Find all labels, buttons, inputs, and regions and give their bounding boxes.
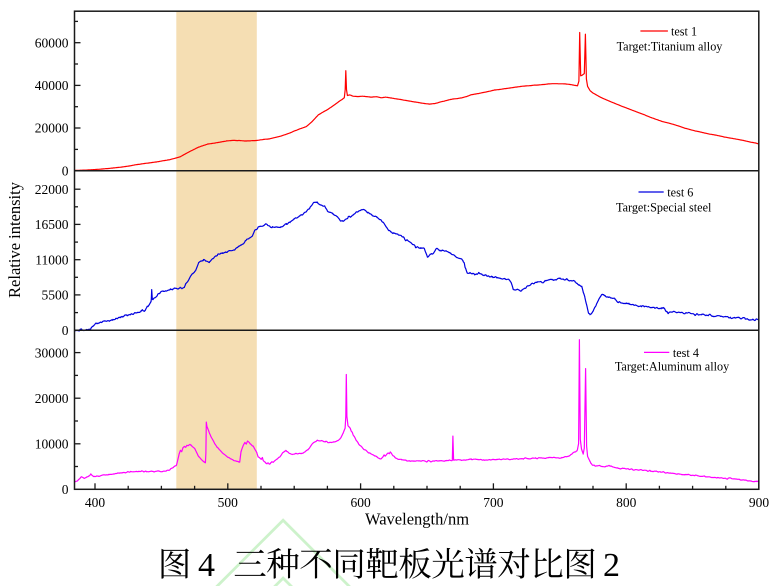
svg-text:500: 500 — [218, 495, 239, 510]
svg-text:400: 400 — [85, 495, 106, 510]
svg-text:0: 0 — [62, 482, 69, 497]
svg-text:10000: 10000 — [35, 436, 69, 451]
svg-text:600: 600 — [350, 495, 371, 510]
svg-text:800: 800 — [616, 495, 637, 510]
svg-text:0: 0 — [62, 163, 69, 178]
svg-text:4: 4 — [198, 547, 215, 584]
svg-text:Target:Titanium alloy: Target:Titanium alloy — [617, 40, 724, 54]
svg-text:20000: 20000 — [35, 121, 69, 136]
svg-text:5500: 5500 — [42, 288, 69, 303]
svg-text:60000: 60000 — [35, 35, 69, 50]
svg-text:Relative intensity: Relative intensity — [5, 181, 24, 298]
svg-text:Target:Aluminum alloy: Target:Aluminum alloy — [615, 360, 730, 374]
svg-text:0: 0 — [62, 323, 69, 338]
svg-text:Target:Special steel: Target:Special steel — [616, 201, 712, 215]
svg-text:700: 700 — [483, 495, 504, 510]
svg-text:22000: 22000 — [35, 182, 69, 197]
svg-text:11000: 11000 — [35, 252, 68, 267]
svg-text:900: 900 — [749, 495, 770, 510]
svg-text:40000: 40000 — [35, 78, 69, 93]
svg-text:Wavelength/nm: Wavelength/nm — [365, 510, 469, 529]
svg-text:30000: 30000 — [35, 345, 69, 360]
svg-text:2: 2 — [603, 547, 620, 584]
svg-text:test 1: test 1 — [671, 25, 697, 39]
svg-text:20000: 20000 — [35, 391, 69, 406]
svg-text:test 6: test 6 — [667, 186, 693, 200]
svg-text:test 4: test 4 — [673, 346, 699, 360]
svg-text:16500: 16500 — [35, 217, 69, 232]
